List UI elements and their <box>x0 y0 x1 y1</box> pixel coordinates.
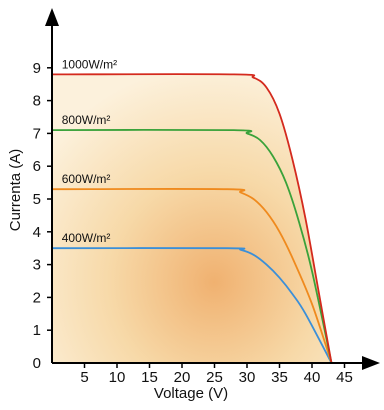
series-line-400w <box>51 247 333 364</box>
x-axis-arrow <box>362 356 380 370</box>
series-label-800w: 800W/m² <box>62 113 111 127</box>
y-tick-label: 1 <box>33 322 41 339</box>
y-axis-arrow <box>45 8 59 26</box>
curves-layer <box>51 73 333 364</box>
y-tick-label: 3 <box>33 257 41 274</box>
x-axis-label: Voltage (V) <box>154 385 228 402</box>
y-axis-label: Currenta (A) <box>7 149 24 232</box>
x-tick-label: 5 <box>80 369 88 386</box>
series-label-600w: 600W/m² <box>62 172 111 186</box>
y-tick-label: 6 <box>33 158 41 175</box>
y-tick-label: 0 <box>33 355 41 372</box>
series-line-1000w <box>51 73 333 364</box>
y-tick-label: 9 <box>33 60 41 77</box>
y-tick-label: 5 <box>33 191 41 208</box>
y-tick-label: 7 <box>33 125 41 142</box>
x-tick-label: 30 <box>239 369 256 386</box>
x-tick-label: 25 <box>206 369 223 386</box>
series-labels-layer: 1000W/m² 800W/m² 600W/m² 400W/m² <box>62 57 117 245</box>
area-under-curve <box>52 74 332 364</box>
area-fill-layer <box>52 74 332 364</box>
x-tick-label: 45 <box>336 369 353 386</box>
series-label-400w: 400W/m² <box>62 231 111 245</box>
x-tick-label: 40 <box>304 369 321 386</box>
x-tick-label: 35 <box>271 369 288 386</box>
y-tick-label: 8 <box>33 93 41 110</box>
x-tick-label: 15 <box>141 369 158 386</box>
x-tick-label: 10 <box>109 369 126 386</box>
series-line-600w <box>51 188 333 364</box>
y-tick-label: 4 <box>33 224 41 241</box>
series-label-1000w: 1000W/m² <box>62 57 117 71</box>
x-tick-label: 20 <box>174 369 191 386</box>
y-tick-label: 2 <box>33 289 41 306</box>
axes-layer <box>45 8 380 370</box>
series-line-800w <box>51 128 333 364</box>
